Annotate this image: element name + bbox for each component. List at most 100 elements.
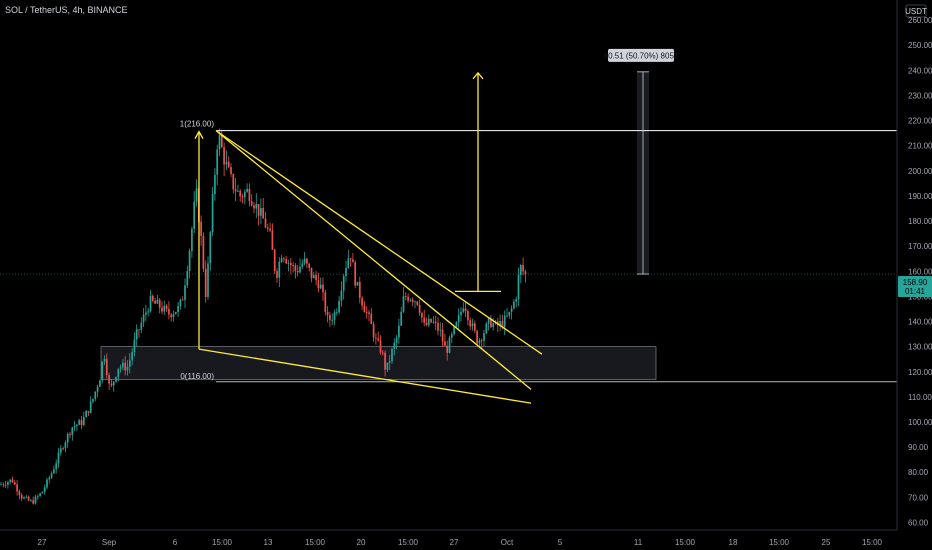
candle-body — [519, 265, 522, 275]
candle-body — [220, 135, 223, 148]
price-tick-label: 200.00 — [908, 167, 932, 176]
support-zone[interactable] — [100, 346, 657, 380]
candle-body — [448, 337, 451, 353]
candle-body — [158, 299, 161, 308]
candle-body — [473, 323, 476, 331]
time-tick-label: 15:00 — [305, 538, 326, 547]
time-tick-label: 27 — [38, 538, 47, 547]
candle-body — [462, 308, 465, 312]
candle-body — [7, 482, 9, 486]
candle-body — [82, 417, 85, 426]
candle-body — [301, 263, 304, 267]
candle-body — [9, 479, 12, 483]
candle-body — [94, 391, 97, 399]
candle-body — [331, 320, 334, 321]
candle-body — [11, 479, 14, 483]
candle-body — [338, 300, 340, 313]
candle-body — [73, 426, 76, 428]
candle-body — [457, 315, 460, 323]
candle-body — [464, 308, 467, 312]
price-axis[interactable]: USDT 60.00 70.00 80.00 90.00 100.00 110.00 120… — [896, 0, 932, 530]
time-tick-label: 15:00 — [769, 538, 790, 547]
candle-body — [101, 361, 104, 381]
drawings-front-layer[interactable]: 1(216.00) 0(116.00) 80.51 (50.70%) 8051 — [180, 48, 897, 404]
candle-body — [402, 296, 405, 312]
price-tick-label: 240.00 — [908, 66, 932, 75]
wedge-lower-line[interactable] — [198, 348, 532, 404]
current-price-value: 158.90 — [903, 278, 928, 287]
candle-body — [119, 367, 122, 369]
candle-body — [342, 276, 345, 291]
candle-body — [404, 296, 407, 297]
candle-body — [326, 311, 329, 316]
candle-body — [179, 299, 182, 306]
price-tick-label: 120.00 — [908, 368, 932, 377]
currency-badge[interactable] — [905, 4, 927, 18]
candle-body — [168, 308, 170, 315]
candle-body — [400, 311, 403, 326]
price-tick-label: 210.00 — [908, 142, 932, 151]
candle-body — [363, 305, 366, 313]
candle-body — [214, 174, 216, 194]
candle-body — [306, 258, 308, 264]
candle-body — [345, 267, 347, 277]
candle-body — [271, 230, 274, 250]
candle-body — [172, 314, 175, 318]
candle-body — [460, 311, 462, 316]
candle-body — [386, 362, 389, 370]
candle-body — [416, 301, 419, 305]
candle-body — [264, 218, 267, 228]
candle-body — [322, 284, 324, 293]
candle-body — [324, 292, 327, 312]
candle-body — [427, 318, 430, 325]
candle-body — [480, 340, 483, 342]
time-tick-label: 25 — [822, 538, 831, 547]
candle-body — [315, 275, 317, 281]
candle-body — [485, 323, 488, 334]
candle-body — [308, 263, 311, 268]
candle-body — [69, 433, 71, 435]
candle-body — [16, 484, 18, 492]
candle-body — [243, 191, 246, 198]
candle-body — [384, 352, 386, 370]
time-axis[interactable]: 27 Sep 6 15:00 13 15:00 20 15:00 27 Oct 5 11 15:00 18… — [0, 529, 897, 547]
candle-body — [55, 463, 58, 470]
candle-body — [441, 329, 444, 342]
candle-body — [191, 228, 193, 252]
price-tick-label: 80.00 — [908, 468, 929, 477]
candle-body — [96, 386, 99, 392]
price-tick-label: 130.00 — [908, 343, 932, 352]
candle-body — [2, 484, 5, 486]
candle-body — [165, 305, 168, 309]
candle-body — [372, 324, 375, 338]
candle-body — [128, 360, 131, 367]
time-tick-label: 11 — [634, 538, 643, 547]
candle-body — [50, 473, 53, 478]
candle-body — [218, 135, 221, 150]
candle-body — [381, 352, 384, 354]
candle-body — [223, 147, 225, 165]
candle-body — [225, 161, 228, 165]
price-tick-label: 140.00 — [908, 318, 932, 327]
candle-body — [303, 258, 306, 264]
candle-body — [140, 322, 143, 330]
price-tick-label: 260.00 — [908, 16, 932, 25]
wedge-upper-line[interactable] — [215, 130, 532, 390]
candle-body — [46, 479, 48, 488]
candle-body — [232, 174, 235, 190]
candle-body — [437, 322, 439, 331]
candle-body — [423, 317, 426, 323]
wedge-channel-line[interactable] — [215, 130, 543, 355]
candle-body — [393, 342, 396, 349]
candle-body — [237, 190, 239, 192]
candle-body — [299, 266, 301, 273]
candle-body — [289, 263, 292, 266]
time-tick-label: 15:00 — [398, 538, 419, 547]
candle-body — [515, 299, 518, 302]
candle-body — [110, 383, 113, 386]
candle-body — [356, 281, 359, 286]
candle-body — [89, 401, 92, 413]
target-arrow-head — [472, 71, 484, 80]
candle-body — [499, 321, 501, 326]
